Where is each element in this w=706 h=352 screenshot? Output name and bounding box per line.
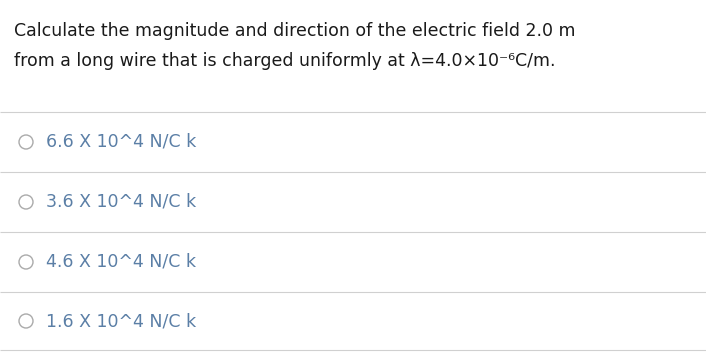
Text: 1.6 X 10^4 N/C k: 1.6 X 10^4 N/C k bbox=[46, 312, 196, 330]
Text: 4.6 X 10^4 N/C k: 4.6 X 10^4 N/C k bbox=[46, 253, 196, 271]
Text: from a long wire that is charged uniformly at λ=4.0×10⁻⁶C/m.: from a long wire that is charged uniform… bbox=[14, 52, 556, 70]
Text: 6.6 X 10^4 N/C k: 6.6 X 10^4 N/C k bbox=[46, 133, 196, 151]
Text: 3.6 X 10^4 N/C k: 3.6 X 10^4 N/C k bbox=[46, 193, 196, 211]
Text: Calculate the magnitude and direction of the electric field 2.0 m: Calculate the magnitude and direction of… bbox=[14, 22, 575, 40]
